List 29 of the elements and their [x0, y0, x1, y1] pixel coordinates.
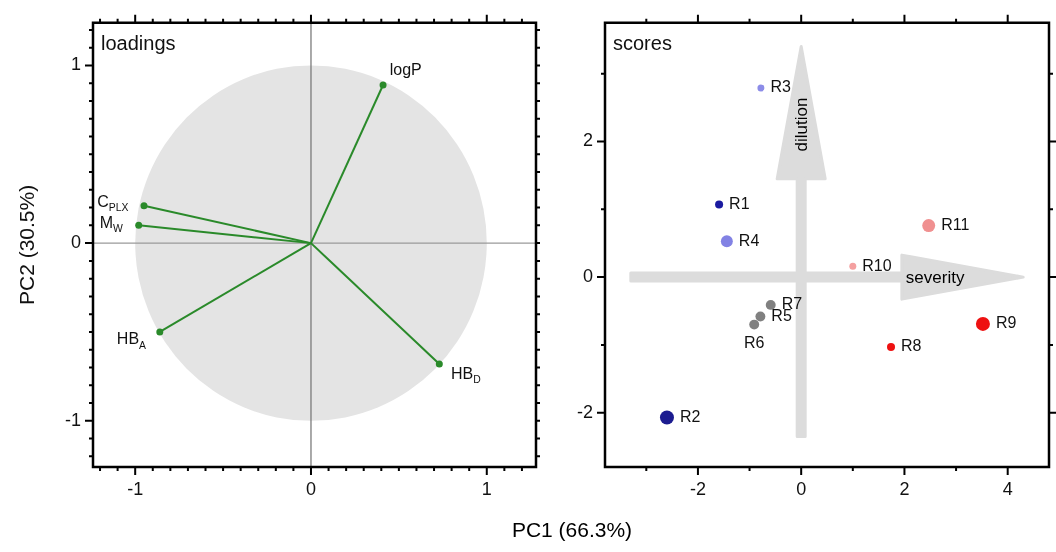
y-tick-label: -1	[64, 409, 81, 430]
series-label: R4	[738, 231, 760, 249]
annotation: severity	[905, 267, 965, 287]
x-axis-title: PC1 (66.3%)	[510, 518, 634, 542]
series-label: R8	[901, 337, 922, 355]
series-label: R10	[862, 256, 892, 274]
y-tick-label: 1	[70, 54, 81, 75]
text: loadings	[101, 32, 176, 55]
annotation: dilution	[791, 97, 811, 152]
series-label: R9	[995, 314, 1017, 332]
text: scores	[613, 32, 672, 55]
series-label: R1	[729, 194, 750, 212]
series-label: R11	[941, 215, 970, 233]
x-tick-label: 1	[481, 478, 492, 499]
series-label: R2	[679, 407, 701, 425]
series-label: logP	[389, 60, 422, 78]
y-tick-label: 0	[70, 232, 81, 253]
x-tick-label: -2	[689, 478, 706, 499]
x-tick-label: 2	[899, 478, 910, 499]
y-tick-label: -2	[576, 401, 593, 422]
y-axis-title: PC2 (30.5%)	[14, 184, 38, 306]
y-tick-label: 2	[582, 130, 593, 151]
series-label: R6	[743, 333, 765, 351]
y-tick-label: 0	[582, 266, 593, 287]
x-tick-label: 4	[1002, 478, 1013, 499]
x-tick-label: 0	[305, 478, 316, 499]
x-tick-label: -1	[127, 478, 144, 499]
x-tick-label: 0	[796, 478, 807, 499]
series-label: R3	[770, 78, 791, 96]
